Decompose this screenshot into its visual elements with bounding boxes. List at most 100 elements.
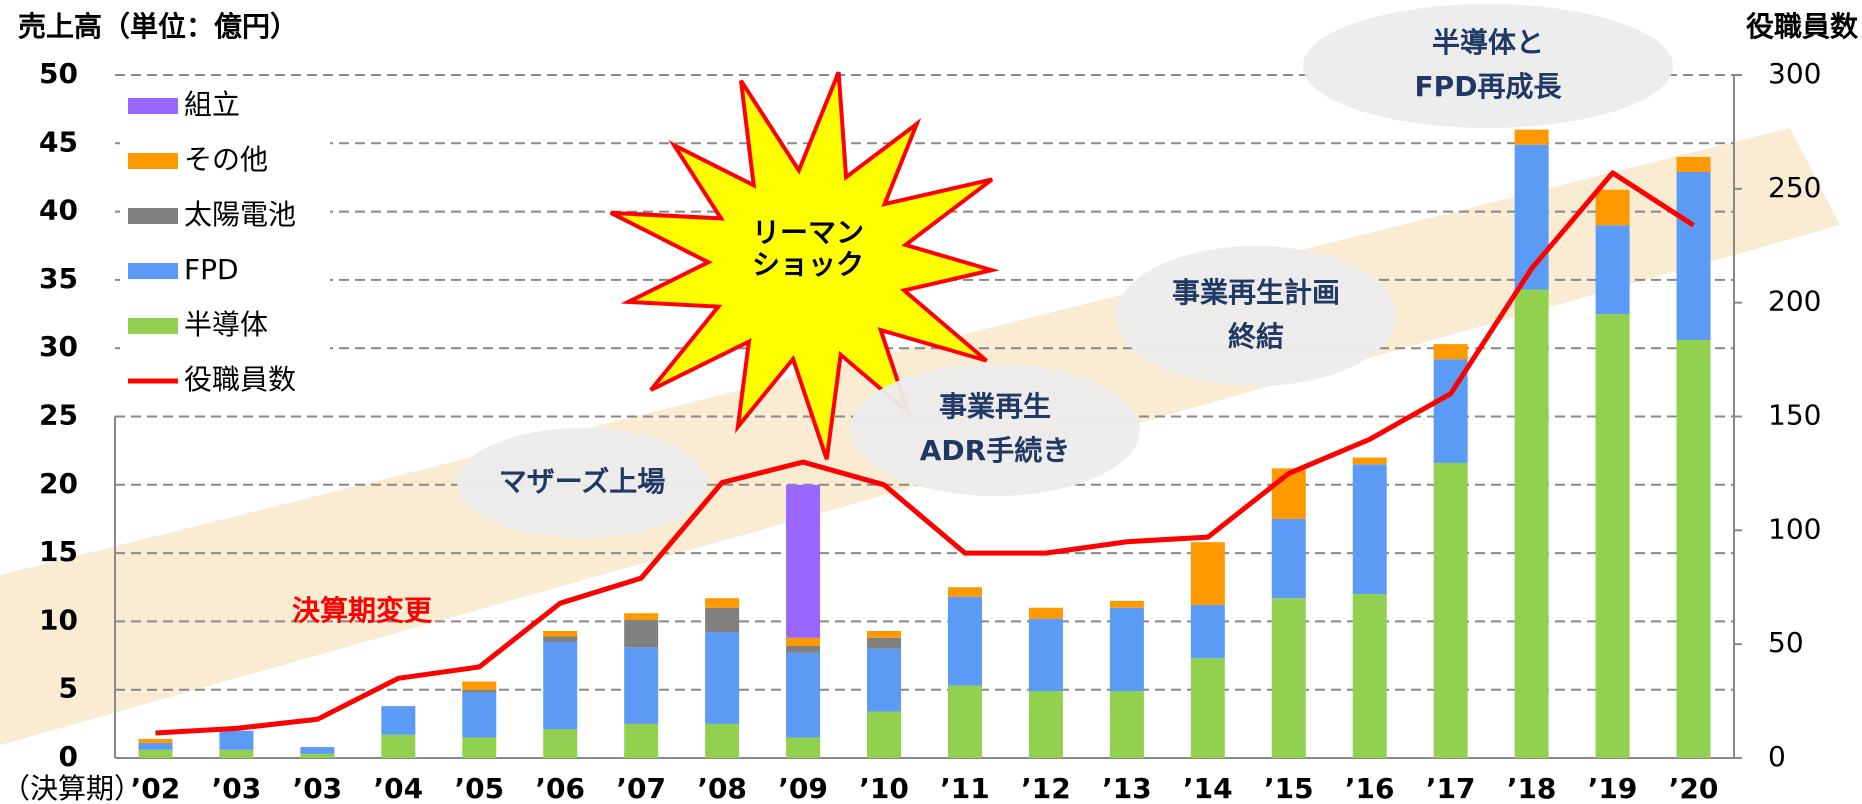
bar-segment: [1271, 518, 1306, 599]
annotation: 半導体と: [1432, 26, 1544, 59]
bar-segment: [1352, 594, 1387, 758]
y-tick-label: 15: [39, 535, 78, 568]
bar-segment: [1676, 156, 1711, 172]
bar-segment: [786, 737, 821, 758]
legend-label: 組立: [184, 88, 240, 121]
y-tick-label: 45: [39, 125, 78, 158]
bar-segment: [1514, 129, 1549, 145]
x-tick-label: ’03: [293, 772, 343, 804]
y-tick-label: 30: [39, 330, 78, 363]
bar-segment: [624, 723, 659, 758]
bar-segment: [1676, 171, 1711, 341]
line-series: [155, 170, 1695, 736]
legend-label: 役職員数: [184, 363, 296, 396]
bar-segment: [867, 648, 902, 712]
bar-segment: [1028, 618, 1063, 692]
legend-label: 太陽電池: [184, 198, 296, 231]
y-tick-label: 35: [39, 262, 78, 295]
x-tick-label: ’14: [1183, 772, 1233, 804]
bar-segment: [786, 652, 821, 738]
x-tick-label: ’17: [1426, 772, 1476, 804]
y2-tick-label: 300: [1768, 57, 1821, 90]
annotation: FPD再成長: [1415, 70, 1563, 103]
bar-segment: [138, 742, 173, 750]
bar-segment: [1352, 464, 1387, 595]
bar-segment: [543, 630, 578, 637]
bar-segment: [462, 692, 497, 738]
annotation: マザーズ上場: [499, 465, 666, 498]
bar-segment: [624, 613, 659, 621]
annotation: 決算期変更: [292, 594, 433, 627]
y-tick-label: 10: [39, 603, 78, 636]
bar-segment: [1352, 457, 1387, 465]
x-tick-label: ’15: [1264, 772, 1314, 804]
x-tick-label: ’11: [940, 772, 990, 804]
y2-tick-label: 100: [1768, 512, 1821, 545]
bar-segment: [867, 711, 902, 758]
x-tick-label: ’20: [1669, 772, 1719, 804]
bar-segment: [1028, 607, 1063, 619]
bar-segment: [705, 723, 740, 758]
bar-segment: [462, 737, 497, 758]
y-tick-label: 0: [59, 740, 78, 773]
bar-segment: [462, 689, 497, 693]
bar-segment: [1190, 658, 1225, 758]
annotation: 事業再生計画: [1172, 276, 1340, 309]
y2-axis-title: 役職員数: [1746, 10, 1859, 43]
x-tick-label: ’10: [859, 772, 909, 804]
bar-segment: [1595, 225, 1630, 315]
legend-swatch: [128, 208, 178, 224]
bar-segment: [705, 632, 740, 724]
bar-segment: [1271, 598, 1306, 758]
bar-segment: [624, 647, 659, 724]
y-tick-label: 25: [39, 399, 78, 432]
legend-swatch: [128, 153, 178, 169]
bar-segment: [543, 636, 578, 642]
x-tick-label: ’04: [374, 772, 424, 804]
bar-segment: [786, 637, 821, 646]
bar-segment: [1190, 605, 1225, 659]
legend-label: その他: [184, 143, 268, 176]
bar-segment: [543, 729, 578, 758]
annotation: ショック: [752, 248, 864, 281]
y-tick-label: 50: [39, 57, 78, 90]
annotation: リーマン: [752, 216, 864, 249]
bar-segment: [300, 753, 335, 758]
bar-segment: [1109, 691, 1144, 758]
legend-label: 半導体: [184, 308, 268, 341]
annotation: 事業再生: [939, 390, 1051, 423]
bar-segment: [381, 734, 416, 758]
y2-tick-label: 0: [1768, 740, 1786, 773]
bar-segment: [219, 730, 254, 750]
bar-segment: [1595, 189, 1630, 226]
y-tick-label: 20: [39, 467, 78, 500]
annotation-bubble: [1116, 246, 1396, 386]
bar-segment: [1514, 289, 1549, 758]
x-tick-label: ’06: [535, 772, 585, 804]
annotation-bubble: [457, 428, 707, 538]
x-tick-label: ’18: [1507, 772, 1557, 804]
bar-segment: [138, 738, 173, 743]
bar-segment: [867, 630, 902, 638]
x-tick-label: ’07: [616, 772, 666, 804]
bar-segment: [1676, 340, 1711, 758]
x-tick-label: ’16: [1345, 772, 1395, 804]
bar-segment: [462, 681, 497, 690]
bar-segment: [1109, 600, 1144, 608]
bar-segment: [947, 596, 982, 686]
y-tick-label: 5: [59, 672, 78, 705]
x-tick-label: ’09: [778, 772, 828, 804]
annotation: 終結: [1228, 320, 1284, 353]
bar-segment: [786, 484, 821, 638]
bar-segment: [138, 749, 173, 758]
y2-tick-label: 50: [1768, 626, 1804, 659]
x-tick-label: ’13: [1102, 772, 1152, 804]
x-tick-label: ’19: [1588, 772, 1638, 804]
bar-segment: [947, 587, 982, 597]
legend-box: [120, 80, 330, 400]
annotation: ADR手続き: [920, 434, 1070, 467]
bar-segment: [947, 685, 982, 758]
annotation-bubble: [1303, 4, 1673, 128]
y-tick-label: 40: [39, 194, 78, 227]
y2-tick-label: 200: [1768, 285, 1821, 318]
